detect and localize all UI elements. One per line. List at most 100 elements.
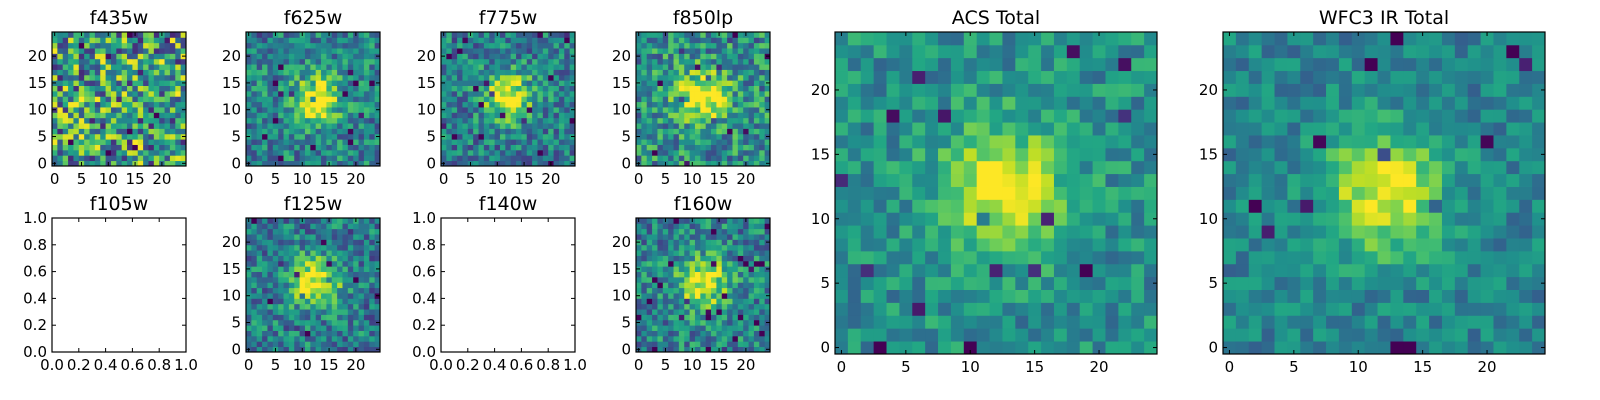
heatmap-cell xyxy=(684,335,690,342)
heatmap-cell xyxy=(886,173,900,187)
heatmap-cell xyxy=(57,58,64,65)
heatmap-cell xyxy=(743,260,749,267)
heatmap-cell xyxy=(326,123,333,129)
heatmap-cell xyxy=(694,112,701,119)
heatmap-cell xyxy=(564,139,571,145)
heatmap-cell xyxy=(1287,341,1301,355)
heatmap-cell xyxy=(310,271,317,278)
heatmap-cell xyxy=(310,53,317,60)
heatmap-cell xyxy=(636,234,642,240)
heatmap-cell xyxy=(727,133,733,140)
heatmap-cell xyxy=(1002,276,1016,290)
heatmap-cell xyxy=(1351,302,1366,316)
heatmap-cell xyxy=(721,244,728,251)
heatmap-cell xyxy=(121,74,128,81)
heatmap-cell xyxy=(369,96,376,103)
heatmap-cell xyxy=(478,133,485,140)
heatmap-cell xyxy=(732,239,739,246)
heatmap-cell xyxy=(764,244,771,251)
heatmap-cell xyxy=(711,325,717,331)
heatmap-cell xyxy=(753,325,760,331)
heatmap-cell xyxy=(137,107,144,113)
heatmap-cell xyxy=(175,160,182,167)
heatmap-cell xyxy=(668,309,674,315)
heatmap-cell xyxy=(689,282,696,289)
heatmap-cell xyxy=(478,160,485,167)
heatmap-cell xyxy=(721,128,728,135)
heatmap-cell xyxy=(358,107,365,113)
heatmap-cell xyxy=(441,96,447,103)
heatmap-cell xyxy=(288,335,295,342)
heatmap-cell xyxy=(89,107,96,113)
heatmap-cell xyxy=(110,107,117,113)
heatmap-cell xyxy=(1105,173,1119,187)
heatmap-cell xyxy=(1002,109,1016,123)
heatmap-cell xyxy=(510,128,517,135)
heatmap-cell xyxy=(337,293,343,299)
heatmap-cell xyxy=(532,149,538,156)
heatmap-cell xyxy=(143,42,149,49)
heatmap-cell xyxy=(553,37,560,44)
heatmap-cell xyxy=(374,282,381,289)
heatmap-cell xyxy=(94,85,101,92)
heatmap-cell xyxy=(662,250,669,256)
heatmap-cell xyxy=(976,186,990,200)
heatmap-cell xyxy=(989,341,1003,355)
heatmap-cell xyxy=(737,250,744,256)
heatmap-cell xyxy=(73,107,80,113)
heatmap-cell xyxy=(132,128,139,135)
heatmap-cell xyxy=(1403,238,1417,252)
heatmap-cell xyxy=(963,289,978,303)
heatmap-cell xyxy=(363,293,370,299)
heatmap-cell xyxy=(148,117,155,124)
heatmap-cell xyxy=(727,218,733,224)
heatmap-cell xyxy=(657,112,664,119)
heatmap-cell xyxy=(342,155,349,162)
heatmap-cell xyxy=(278,271,284,278)
heatmap-cell xyxy=(256,282,263,289)
heatmap-cell xyxy=(278,244,284,251)
heatmap-cell xyxy=(641,287,648,294)
heatmap-cell xyxy=(337,149,343,156)
heatmap-cell xyxy=(721,319,728,326)
heatmap-cell xyxy=(110,85,117,92)
heatmap-cell xyxy=(835,328,849,342)
heatmap-cell xyxy=(331,128,338,135)
heatmap-cell xyxy=(110,64,117,70)
heatmap-cell xyxy=(267,228,274,235)
heatmap-cell xyxy=(127,64,133,70)
heatmap-cell xyxy=(127,69,133,76)
heatmap-cell xyxy=(1041,341,1055,355)
heatmap-cell xyxy=(1506,199,1520,213)
heatmap-cell xyxy=(716,234,723,240)
heatmap-cell xyxy=(68,101,74,108)
heatmap-cell xyxy=(912,135,926,149)
heatmap-cell xyxy=(737,319,744,326)
heatmap-cell xyxy=(705,96,712,103)
heatmap-cell xyxy=(353,266,359,272)
heatmap-cell xyxy=(673,42,680,49)
heatmap-cell xyxy=(337,218,343,224)
heatmap-cell xyxy=(711,58,717,65)
heatmap-cell xyxy=(57,32,64,38)
heatmap-cell xyxy=(753,260,760,267)
heatmap-cell xyxy=(169,117,176,124)
heatmap-cell xyxy=(636,255,642,262)
heatmap-cell xyxy=(662,144,669,151)
heatmap-cell xyxy=(542,48,549,54)
heatmap-cell xyxy=(68,42,74,49)
heatmap-cell xyxy=(321,74,327,81)
heatmap-cell xyxy=(564,85,571,92)
heatmap-cell xyxy=(137,64,144,70)
heatmap-cell xyxy=(272,69,279,76)
heatmap-cell xyxy=(652,42,658,49)
heatmap-cell xyxy=(938,328,952,342)
heatmap-cell xyxy=(860,122,875,136)
heatmap-cell xyxy=(759,112,766,119)
heatmap-cell xyxy=(159,117,165,124)
heatmap-cell xyxy=(358,69,365,76)
heatmap-cell xyxy=(499,74,506,81)
heatmap-cell xyxy=(342,325,349,331)
heatmap-cell xyxy=(700,282,707,289)
heatmap-cell xyxy=(899,212,913,226)
